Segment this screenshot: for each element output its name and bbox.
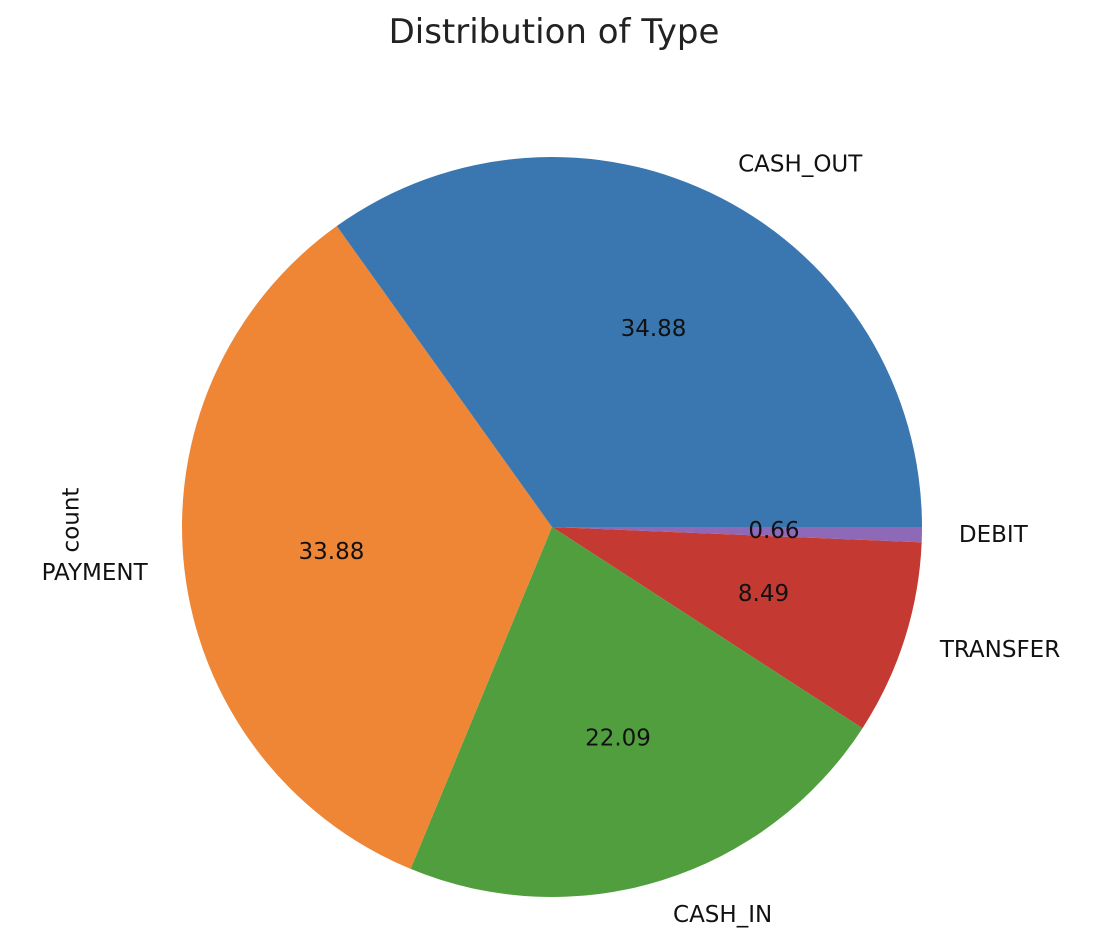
- slice-label-cash-out: CASH_OUT: [738, 152, 863, 178]
- slice-percent-cash-in: 22.09: [585, 725, 651, 751]
- chart-title: Distribution of Type: [388, 12, 720, 52]
- y-axis-label: count: [59, 488, 85, 553]
- pie-slice-debit: [552, 527, 922, 543]
- slice-percent-debit: 0.66: [748, 518, 799, 544]
- pie-slice-cash-out: [336, 157, 922, 527]
- slice-percent-cash-out: 34.88: [621, 316, 687, 342]
- slice-percent-payment: 33.88: [299, 539, 365, 565]
- slice-label-transfer: TRANSFER: [939, 637, 1060, 663]
- slice-label-debit: DEBIT: [959, 522, 1029, 548]
- slice-label-cash-in: CASH_IN: [673, 902, 772, 928]
- slice-percent-transfer: 8.49: [738, 581, 789, 607]
- pie-slice-payment: [182, 226, 553, 869]
- pie-slice-transfer: [552, 527, 922, 729]
- pie-slice-cash-in: [410, 527, 863, 897]
- slice-label-payment: PAYMENT: [42, 560, 149, 586]
